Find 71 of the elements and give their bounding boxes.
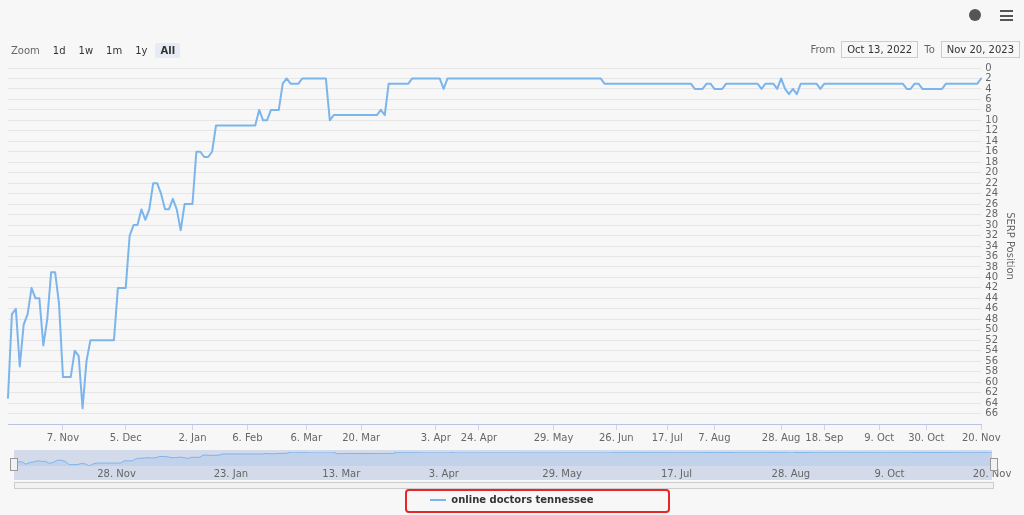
y-tick-label: 8	[985, 103, 992, 115]
y-tick-label: 38	[985, 260, 999, 272]
y-tick-label: 42	[985, 281, 999, 293]
text: 1m	[105, 44, 124, 58]
y-tick-label: 12	[985, 124, 999, 136]
y-tick-label: 60	[985, 375, 999, 387]
x-tick-label: 6. Mar	[290, 431, 323, 443]
y-tick-label: 54	[985, 344, 999, 356]
legend-label: online doctors tennessee	[451, 494, 594, 505]
x-tick-label: 28. Nov	[97, 467, 136, 479]
y-tick-label: 22	[985, 176, 999, 188]
y-tick-label: 32	[985, 229, 999, 241]
text: 1y	[134, 44, 149, 58]
x-tick-label: 5. Dec	[109, 431, 142, 443]
y-axis-title: SERP Position	[1005, 212, 1017, 280]
x-tick-label: 9. Oct	[874, 467, 905, 479]
y-tick-label: 50	[985, 323, 999, 335]
y-tick-label: 46	[985, 302, 999, 314]
y-tick-label: 40	[985, 271, 999, 283]
y-tick-label: 66	[985, 407, 999, 419]
x-tick-label: 3. Apr	[420, 431, 452, 443]
y-tick-label: 58	[985, 365, 999, 377]
y-tick-label: 44	[985, 291, 999, 303]
text: All	[155, 43, 181, 58]
y-tick-label: 24	[985, 187, 999, 199]
text: Oct 13, 2022	[841, 41, 919, 58]
y-tick-label: 10	[985, 113, 999, 125]
x-tick-label: 6. Feb	[232, 431, 263, 443]
text: 1d	[51, 44, 67, 58]
x-tick-label: 28. Aug	[771, 467, 811, 479]
x-tick-label: 7. Nov	[46, 431, 80, 443]
y-tick-label: 20	[985, 166, 999, 178]
y-tick-label: 28	[985, 208, 999, 220]
y-tick-label: 6	[985, 93, 992, 105]
x-tick-label: 17. Jul	[651, 431, 683, 443]
y-tick-label: 62	[985, 386, 999, 398]
y-tick-label: 16	[985, 145, 999, 157]
x-tick-label: 29. May	[542, 467, 583, 479]
text: 1w	[77, 44, 95, 58]
x-tick-label: 28. Aug	[761, 431, 801, 443]
y-tick-label: 36	[985, 250, 999, 262]
y-tick-label: 30	[985, 218, 999, 230]
text: From	[810, 44, 836, 55]
y-tick-label: 4	[985, 82, 992, 94]
y-tick-label: 2	[985, 72, 992, 84]
y-tick-label: 14	[985, 134, 999, 146]
x-tick-label: 2. Jan	[178, 431, 207, 443]
x-tick-label: 20. Mar	[342, 431, 382, 443]
x-tick-label: 20. Nov	[961, 431, 1001, 443]
y-tick-label: 34	[985, 239, 999, 251]
text: Nov 20, 2023	[940, 41, 1020, 58]
text: Zoom	[10, 44, 41, 58]
y-tick-label: 18	[985, 155, 999, 167]
x-tick-label: 13. Mar	[322, 467, 362, 479]
y-tick-label: 26	[985, 197, 999, 209]
x-tick-label: 29. May	[533, 431, 574, 443]
x-tick-label: 3. Apr	[428, 467, 460, 479]
y-tick-label: 64	[985, 396, 999, 408]
x-tick-label: 24. Apr	[460, 431, 499, 443]
y-tick-label: 0	[985, 61, 992, 73]
y-tick-label: 48	[985, 312, 999, 324]
y-tick-label: 52	[985, 333, 999, 345]
y-tick-label: 56	[985, 354, 999, 366]
x-tick-label: 9. Oct	[864, 431, 895, 443]
x-tick-label: 30. Oct	[908, 431, 945, 443]
x-tick-label: 23. Jan	[213, 467, 249, 479]
text: To	[924, 44, 935, 55]
x-tick-label: 18. Sep	[805, 431, 844, 443]
x-tick-label: 26. Jun	[598, 431, 634, 443]
x-tick-label: 17. Jul	[660, 467, 693, 479]
x-tick-label: 7. Aug	[698, 431, 731, 443]
